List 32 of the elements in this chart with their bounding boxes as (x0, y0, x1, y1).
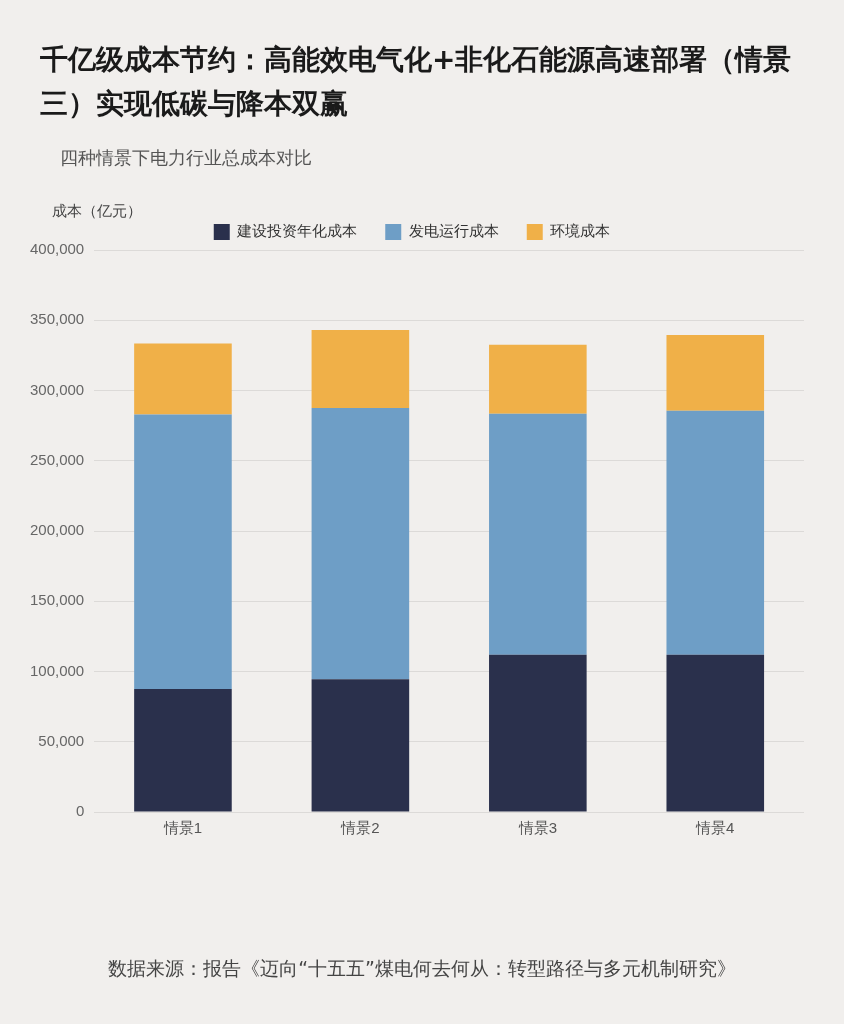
legend-label: 环境成本 (550, 221, 611, 240)
y-tick-label: 350,000 (29, 310, 85, 328)
legend-label: 发电运行成本 (408, 221, 499, 240)
x-tick-label: 情景2 (340, 819, 380, 837)
x-tick-label: 情景1 (162, 819, 203, 837)
bar (489, 413, 587, 655)
bar (666, 335, 765, 411)
bar (134, 414, 232, 690)
bar (134, 343, 232, 415)
legend-label: 建设投资年化成本 (236, 221, 358, 240)
source-note: 数据来源：报告《迈向“十五五”煤电何去何从：转型路径与多元机制研究》 (107, 956, 737, 981)
bar (489, 344, 587, 414)
y-tick-label: 250,000 (29, 450, 85, 468)
y-tick-label: 100,000 (29, 661, 85, 679)
bar (311, 330, 410, 409)
bar (489, 654, 587, 812)
y-axis-title: 成本（亿元） (52, 202, 142, 221)
x-tick-label: 情景4 (695, 819, 735, 837)
x-tick-label: 情景3 (517, 819, 557, 837)
bar (666, 654, 765, 812)
y-tick-label: 150,000 (29, 591, 85, 609)
y-tick-label: 0 (75, 802, 85, 820)
bar (134, 689, 232, 812)
y-tick-label: 300,000 (29, 380, 85, 398)
y-tick-label: 400,000 (29, 240, 85, 258)
chart-subtitle: 四种情景下电力行业总成本对比 (60, 146, 312, 170)
bar (311, 408, 410, 680)
chart-title: 千亿级成本节约：高能效电气化+非化石能源高速部署（情景三）实现低碳与降本双赢 (40, 42, 793, 122)
y-tick-label: 200,000 (29, 521, 85, 539)
y-tick-label: 50,000 (38, 731, 85, 749)
bar (311, 679, 410, 812)
bar (666, 410, 765, 655)
